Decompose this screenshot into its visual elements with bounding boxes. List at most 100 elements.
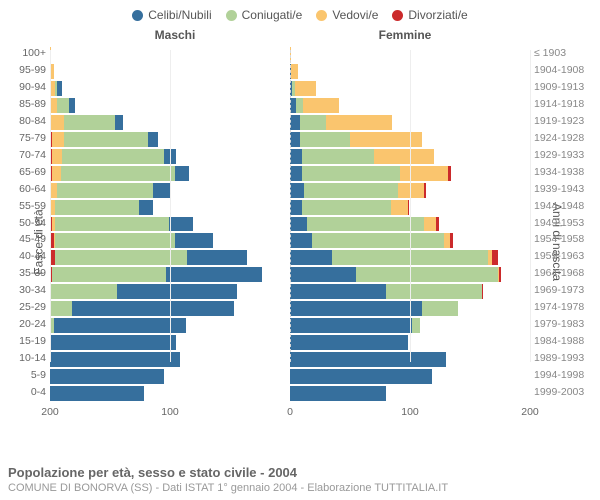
bar-segment xyxy=(448,166,450,181)
bar-segment xyxy=(50,301,72,316)
bar-segment xyxy=(436,217,438,232)
bar-segment xyxy=(300,115,326,130)
bar-segment xyxy=(50,386,144,401)
bar-segment xyxy=(52,149,62,164)
bar-segment xyxy=(55,250,187,265)
age-label: 35-39 xyxy=(4,267,46,279)
age-label: 20-24 xyxy=(4,318,46,330)
gridline xyxy=(410,50,411,362)
bar-segment xyxy=(326,115,392,130)
pyramid-chart: Fasce di età Anni di nascita 100+≤ 19039… xyxy=(0,42,600,442)
bar-female xyxy=(290,369,530,384)
bar-segment xyxy=(290,369,432,384)
bar-segment xyxy=(52,267,166,282)
year-label: 1924-1928 xyxy=(534,132,598,144)
plot-area: 100+≤ 190395-991904-190890-941909-191385… xyxy=(50,46,530,402)
age-label: 30-34 xyxy=(4,284,46,296)
age-label: 80-84 xyxy=(4,115,46,127)
bar-segment xyxy=(424,217,436,232)
bar-segment xyxy=(148,132,158,147)
age-label: 50-54 xyxy=(4,217,46,229)
bar-segment xyxy=(52,132,64,147)
bar-segment xyxy=(52,166,60,181)
bar-segment xyxy=(412,318,419,333)
bar-segment xyxy=(312,233,444,248)
bar-segment xyxy=(482,284,483,299)
year-label: 1929-1933 xyxy=(534,149,598,161)
bar-segment xyxy=(50,335,176,350)
year-label: 1939-1943 xyxy=(534,183,598,195)
bar-female xyxy=(290,386,530,401)
x-tick: 100 xyxy=(401,406,419,418)
bar-segment xyxy=(391,200,408,215)
bar-segment xyxy=(290,200,302,215)
bar-segment xyxy=(374,149,434,164)
bar-segment xyxy=(307,217,425,232)
bar-segment xyxy=(50,98,57,113)
bar-segment xyxy=(69,98,75,113)
bar-segment xyxy=(398,183,424,198)
year-label: ≤ 1903 xyxy=(534,47,598,59)
legend-swatch xyxy=(392,10,403,21)
year-label: 1964-1968 xyxy=(534,267,598,279)
bar-segment xyxy=(139,200,153,215)
bar-segment xyxy=(166,267,262,282)
age-label: 100+ xyxy=(4,47,46,59)
legend-swatch xyxy=(226,10,237,21)
bar-segment xyxy=(62,149,164,164)
age-label: 95-99 xyxy=(4,64,46,76)
bar-segment xyxy=(422,301,458,316)
bar-male xyxy=(50,369,290,384)
bar-segment xyxy=(492,250,498,265)
age-label: 75-79 xyxy=(4,132,46,144)
age-label: 45-49 xyxy=(4,233,46,245)
bar-segment xyxy=(50,352,180,367)
bar-segment xyxy=(290,352,446,367)
bar-segment xyxy=(175,166,189,181)
legend-swatch xyxy=(132,10,143,21)
bar-segment xyxy=(295,81,317,96)
bar-segment xyxy=(55,233,175,248)
age-label: 65-69 xyxy=(4,166,46,178)
bar-segment xyxy=(50,369,164,384)
legend-label: Divorziati/e xyxy=(408,8,467,22)
year-label: 1909-1913 xyxy=(534,81,598,93)
gridline xyxy=(170,50,171,362)
age-label: 85-89 xyxy=(4,98,46,110)
x-axis: 2001000100200 xyxy=(50,404,530,422)
header-male: Maschi xyxy=(0,28,290,42)
year-label: 1954-1958 xyxy=(534,233,598,245)
legend-item: Divorziati/e xyxy=(392,8,467,22)
bar-segment xyxy=(55,200,139,215)
year-label: 1944-1948 xyxy=(534,200,598,212)
bar-segment xyxy=(175,233,213,248)
bar-segment xyxy=(290,183,304,198)
gender-headers: Maschi Femmine xyxy=(0,28,600,42)
legend-label: Coniugati/e xyxy=(242,8,303,22)
bar-segment xyxy=(57,81,62,96)
legend: Celibi/NubiliConiugati/eVedovi/eDivorzia… xyxy=(0,0,600,22)
x-tick: 0 xyxy=(287,406,293,418)
chart-subtitle: COMUNE DI BONORVA (SS) - Dati ISTAT 1° g… xyxy=(8,482,592,494)
bar-segment xyxy=(290,318,412,333)
bar-segment xyxy=(296,98,303,113)
bar-segment xyxy=(290,233,312,248)
pyramid-row: 5-91994-1998 xyxy=(50,368,530,385)
bar-segment xyxy=(115,115,123,130)
bar-segment xyxy=(386,284,482,299)
age-label: 70-74 xyxy=(4,149,46,161)
bar-segment xyxy=(290,250,332,265)
year-label: 1959-1963 xyxy=(534,250,598,262)
age-label: 90-94 xyxy=(4,81,46,93)
bar-segment xyxy=(302,200,391,215)
year-label: 1984-1988 xyxy=(534,335,598,347)
bar-segment xyxy=(356,267,498,282)
bar-segment xyxy=(54,318,186,333)
bar-segment xyxy=(64,115,114,130)
bar-segment xyxy=(499,267,501,282)
header-female: Femmine xyxy=(290,28,580,42)
age-label: 55-59 xyxy=(4,200,46,212)
bar-segment xyxy=(290,149,302,164)
x-tick: 200 xyxy=(521,406,539,418)
bar-segment xyxy=(50,115,64,130)
